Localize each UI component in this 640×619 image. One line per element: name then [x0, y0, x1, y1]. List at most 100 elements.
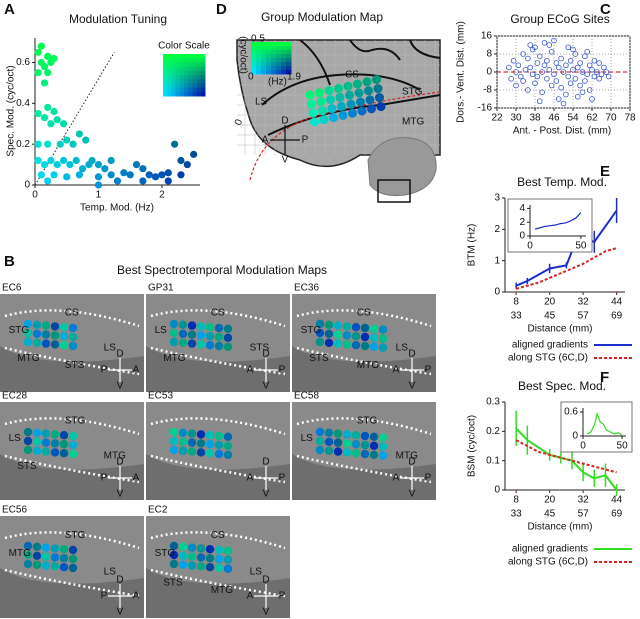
color-scale-cell	[188, 75, 193, 80]
compass-label: V	[409, 381, 416, 392]
y-tick-label: 0.6	[16, 57, 30, 68]
color-scale-cell	[179, 58, 185, 63]
electrode	[351, 323, 361, 332]
color-scale-cell	[196, 79, 202, 84]
x-tick-label: 0	[527, 241, 533, 252]
point	[551, 37, 557, 44]
x-tick-label: 44	[611, 495, 623, 506]
compass-label: D	[408, 457, 415, 468]
region-label: MTG	[9, 548, 31, 559]
electrode	[223, 450, 233, 459]
inset-frame	[560, 401, 633, 453]
electrode	[205, 332, 215, 341]
electrode	[329, 113, 338, 123]
colorbar-cell	[266, 58, 272, 63]
electrode	[315, 445, 325, 455]
colorbar-cell	[261, 42, 267, 47]
point	[558, 55, 564, 62]
color-scale-cell	[175, 75, 181, 80]
map-id: EC28	[2, 391, 27, 402]
brain-shade	[0, 568, 144, 618]
electrode	[50, 331, 60, 340]
color-scale-cell	[171, 58, 177, 63]
point	[82, 136, 90, 144]
axis-line	[249, 91, 441, 181]
electrode	[68, 554, 78, 564]
color-scale-cell	[192, 70, 198, 76]
x-axis-label: Distance (mm)	[527, 324, 592, 335]
electrode	[342, 430, 352, 439]
point	[47, 156, 55, 165]
point	[69, 140, 77, 148]
electrode	[214, 563, 224, 573]
x-tick-label: 20	[544, 495, 556, 506]
color-scale-cell	[200, 91, 206, 97]
point	[558, 84, 564, 91]
point	[534, 60, 541, 66]
point	[59, 156, 68, 165]
panel-title: Group Modulation Map	[261, 10, 383, 24]
electrode	[178, 329, 188, 338]
electrode	[50, 562, 60, 571]
point	[177, 156, 185, 165]
electrode	[169, 427, 179, 437]
point	[44, 69, 52, 77]
colorbar-cell	[281, 50, 287, 55]
color-scale-cell	[196, 62, 202, 68]
colorbar-cell	[266, 50, 272, 55]
compass	[254, 358, 278, 382]
colorbar-cell	[261, 50, 267, 55]
region-label: MTG	[396, 451, 418, 462]
colorbar-cell	[281, 62, 287, 67]
electrode	[337, 101, 346, 111]
colorbar-max: 0.5	[251, 34, 265, 45]
color-scale-cell	[179, 70, 185, 76]
compass	[270, 125, 300, 155]
color-scale-cell	[188, 66, 193, 72]
y-tick-label: 3	[494, 193, 500, 204]
x2-tick-label: 33	[511, 311, 523, 322]
color-scale-cell	[184, 87, 189, 93]
point	[66, 160, 74, 169]
point	[47, 120, 55, 128]
compass	[400, 358, 424, 382]
electrode	[214, 545, 224, 555]
point	[513, 69, 519, 75]
point	[40, 160, 49, 169]
electrode	[351, 341, 361, 350]
region-label: STG	[357, 415, 378, 426]
point	[34, 109, 42, 118]
colorbar-unit: (Hz)	[268, 77, 287, 88]
colorbar-cell	[276, 66, 282, 71]
x-tick-label: 0	[32, 190, 38, 201]
point	[40, 114, 49, 122]
color-scale-cell	[179, 66, 185, 72]
color-scale-cell	[175, 62, 181, 68]
point	[570, 46, 576, 53]
electrode	[333, 339, 343, 348]
point	[107, 171, 115, 179]
point	[572, 51, 579, 57]
electrode	[169, 541, 179, 551]
origin-label: 0	[233, 118, 245, 127]
electrode	[318, 106, 327, 116]
electrode	[50, 322, 60, 331]
compass-label: V	[117, 381, 124, 392]
region-label: LS	[255, 97, 268, 108]
electrode	[360, 341, 370, 351]
electrode	[223, 342, 233, 351]
legend-label: aligned gradients	[512, 340, 588, 351]
color-scale-cell	[167, 66, 172, 72]
electrode	[187, 447, 197, 456]
point	[37, 171, 45, 179]
point	[560, 69, 567, 75]
colorbar-cell	[271, 54, 277, 59]
boundary	[296, 417, 432, 436]
point	[586, 87, 593, 93]
point	[88, 156, 96, 165]
compass-label: V	[117, 607, 124, 618]
x-tick-label: 44	[611, 297, 623, 308]
electrode	[169, 328, 179, 338]
electrode	[342, 340, 352, 349]
point	[544, 75, 550, 82]
